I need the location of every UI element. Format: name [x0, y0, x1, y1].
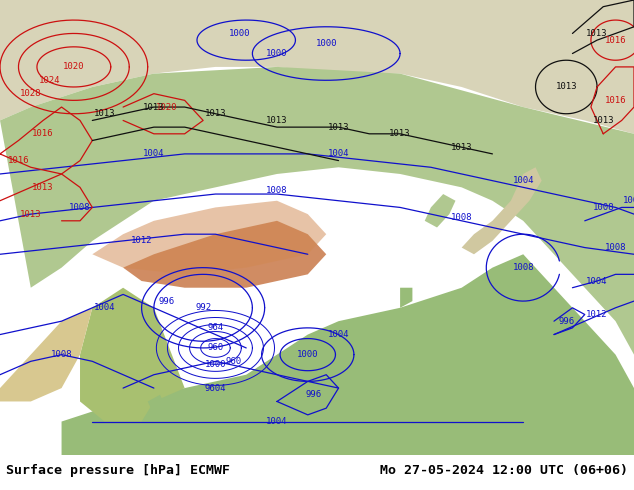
Text: 996: 996 [558, 317, 574, 326]
Text: 1004: 1004 [512, 176, 534, 185]
Text: 1004: 1004 [586, 276, 608, 286]
Text: 992: 992 [195, 303, 211, 312]
Text: 1008: 1008 [593, 203, 614, 212]
Text: 1013: 1013 [586, 29, 608, 38]
Text: 1016: 1016 [8, 156, 29, 165]
Text: 1020: 1020 [63, 62, 84, 72]
Polygon shape [462, 167, 541, 254]
Text: 1013: 1013 [389, 129, 411, 138]
Polygon shape [148, 395, 166, 415]
Text: 1008: 1008 [605, 243, 626, 252]
Polygon shape [0, 308, 93, 401]
Polygon shape [400, 288, 412, 308]
Polygon shape [425, 194, 455, 227]
Text: 1000: 1000 [316, 39, 337, 48]
Text: 1020: 1020 [155, 102, 177, 112]
Text: 1000: 1000 [266, 49, 288, 58]
Text: 1008: 1008 [451, 213, 472, 222]
Polygon shape [382, 335, 425, 388]
Text: 1000: 1000 [230, 29, 251, 38]
Text: 1000: 1000 [297, 350, 318, 359]
Text: 1004: 1004 [266, 417, 288, 426]
Text: 1008: 1008 [51, 350, 72, 359]
Text: 960: 960 [207, 343, 224, 352]
Text: 1016: 1016 [605, 96, 626, 105]
Text: 1016: 1016 [32, 129, 54, 138]
Text: 1013: 1013 [32, 183, 54, 192]
Text: 1013: 1013 [328, 122, 349, 132]
Text: 964: 964 [207, 323, 224, 332]
Text: 1013: 1013 [451, 143, 472, 152]
Text: 1016: 1016 [605, 36, 626, 45]
Text: 1013: 1013 [593, 116, 614, 125]
Polygon shape [93, 201, 327, 274]
Text: 1013: 1013 [266, 116, 288, 125]
Text: 1013: 1013 [205, 109, 226, 118]
Text: 1000: 1000 [205, 360, 226, 369]
Text: Mo 27-05-2024 12:00 UTC (06+06): Mo 27-05-2024 12:00 UTC (06+06) [380, 464, 628, 477]
Text: 1004: 1004 [143, 149, 165, 158]
Text: 960: 960 [226, 357, 242, 366]
Text: 1024: 1024 [39, 76, 60, 85]
Text: 1013: 1013 [555, 82, 577, 92]
Text: 1004: 1004 [623, 196, 634, 205]
Text: 996: 996 [158, 296, 174, 306]
Polygon shape [80, 288, 184, 421]
Polygon shape [0, 67, 634, 355]
Text: Surface pressure [hPa] ECMWF: Surface pressure [hPa] ECMWF [6, 464, 230, 477]
Text: 1013: 1013 [143, 102, 165, 112]
Polygon shape [61, 254, 634, 455]
Text: 1008: 1008 [69, 203, 91, 212]
Text: 1028: 1028 [20, 89, 41, 98]
Text: 1004: 1004 [94, 303, 115, 312]
Text: 1013: 1013 [94, 109, 115, 118]
Text: 1013: 1013 [20, 210, 41, 219]
Text: 1012: 1012 [131, 236, 152, 245]
Polygon shape [123, 221, 327, 288]
Text: 1008: 1008 [512, 263, 534, 272]
Text: 9604: 9604 [205, 384, 226, 392]
Text: 1004: 1004 [328, 149, 349, 158]
Text: 996: 996 [306, 390, 322, 399]
Text: 1008: 1008 [266, 186, 288, 195]
Text: 1004: 1004 [328, 330, 349, 339]
Text: 1012: 1012 [586, 310, 608, 319]
Polygon shape [0, 0, 634, 134]
